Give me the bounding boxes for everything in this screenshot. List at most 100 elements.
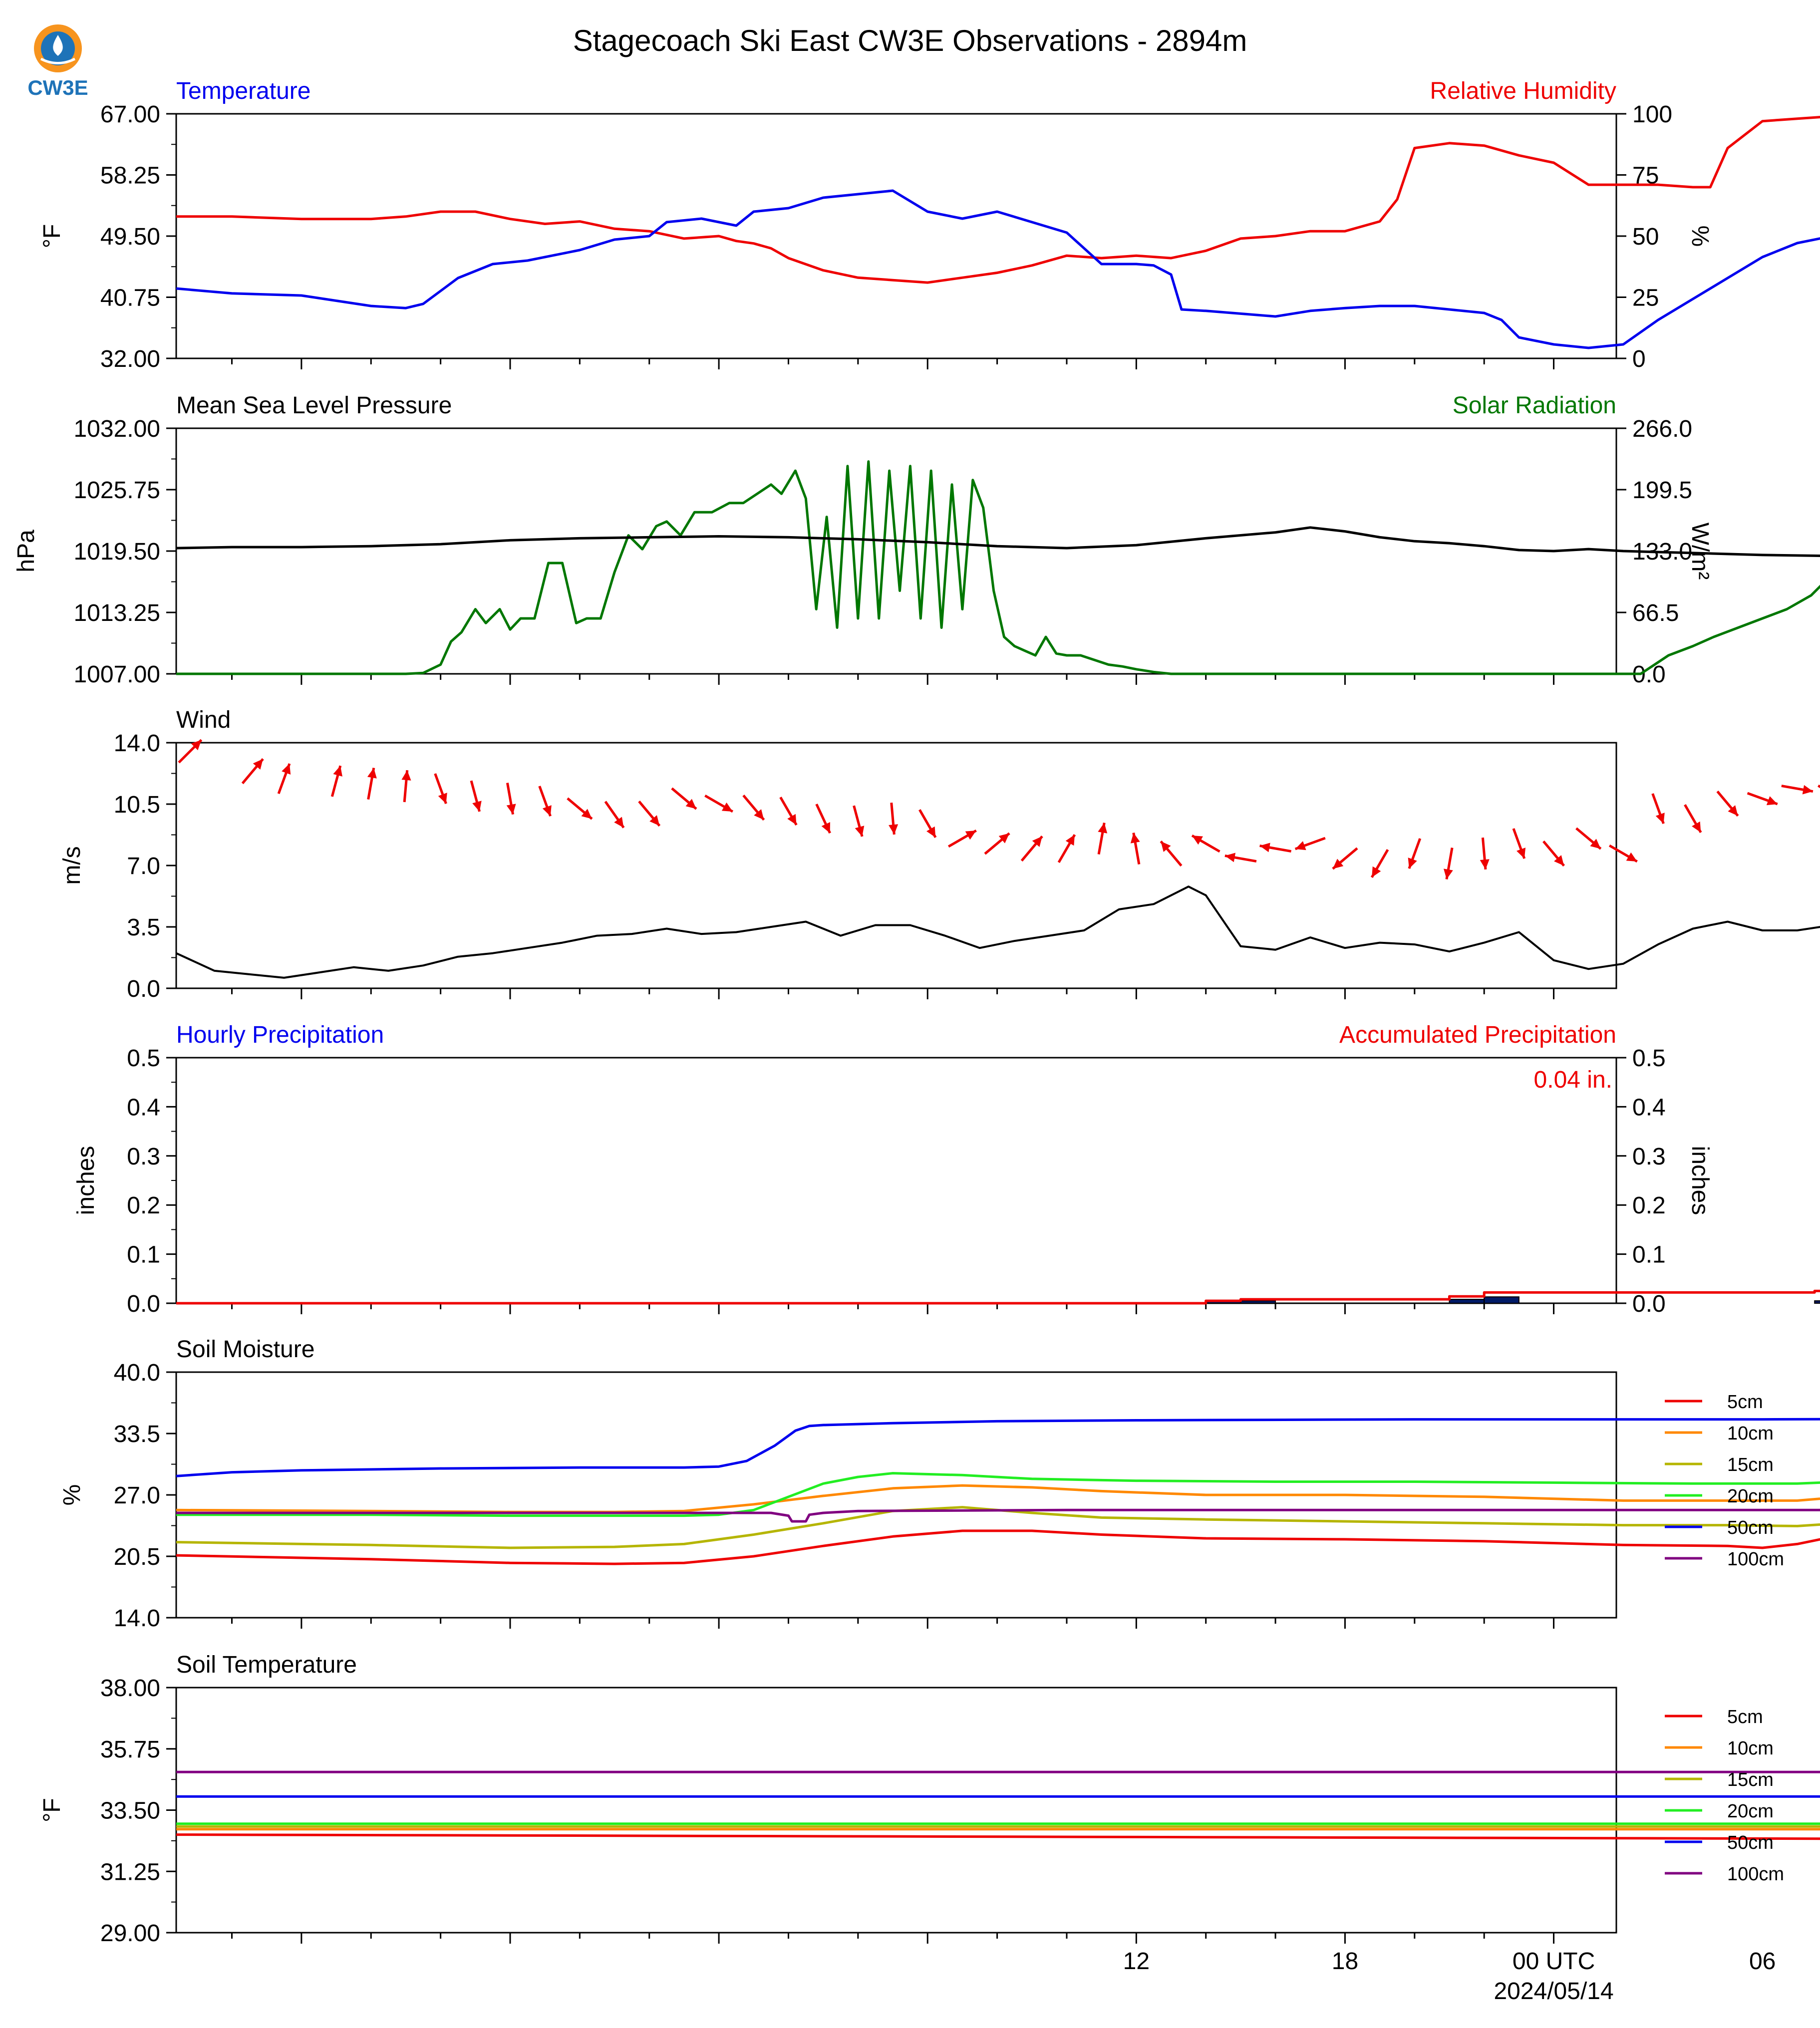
- y-axis-label: °F: [39, 224, 65, 249]
- wind-arrow-head: [685, 799, 696, 809]
- wind-arrow-icon: [1408, 838, 1422, 869]
- hourly-precip-bar: [1814, 1300, 1820, 1304]
- hourly-precip-bar: [1484, 1296, 1519, 1304]
- wind-arrow-icon: [1575, 827, 1602, 850]
- wind-arrow-head: [649, 815, 660, 826]
- soil-temperature-line-5cm: [176, 1833, 1820, 1840]
- wind-arrow-head: [438, 793, 447, 804]
- y-axis-label: m/s: [59, 846, 85, 884]
- legend-label: 20cm: [1727, 1486, 1774, 1507]
- wind-arrow-shaft: [1818, 784, 1820, 788]
- y-tick-label: 27.0: [114, 1482, 160, 1509]
- wind-arrow-head: [1098, 823, 1108, 834]
- wind-arrow-head: [926, 826, 936, 838]
- y-tick-label-right: 66.5: [1632, 600, 1679, 626]
- wind-arrow-icon: [1716, 790, 1739, 817]
- y-tick-label: 1025.75: [73, 477, 160, 504]
- wind-arrow-icon: [604, 801, 625, 829]
- logo-drop-icon: [53, 35, 63, 56]
- wind-arrow-head: [253, 759, 263, 770]
- y-tick-label: 1013.25: [73, 600, 160, 626]
- y-tick-label-right: 0.0: [1632, 1291, 1666, 1317]
- y-tick-label: 29.00: [100, 1920, 160, 1947]
- x-date-label: 2024/05/14: [1494, 1978, 1613, 2005]
- panel-title-left: Mean Sea Level Pressure: [176, 392, 452, 419]
- accumulated-precip-line: [176, 1289, 1820, 1305]
- wind-arrow-icon: [1480, 837, 1490, 870]
- wind-arrow-head: [1766, 796, 1778, 806]
- y-tick-label: 1007.00: [73, 661, 160, 688]
- y-tick-label: 14.0: [114, 1605, 160, 1632]
- y-axis-label: %: [59, 1484, 85, 1506]
- wind-arrow-head: [1802, 785, 1813, 795]
- wind-arrow-head: [1554, 855, 1564, 866]
- wind-arrow-head: [1065, 835, 1075, 846]
- wind-arrow-head: [754, 809, 764, 820]
- wind-arrow-head: [542, 805, 552, 817]
- y-tick-label: 0.5: [127, 1045, 160, 1072]
- wind-arrow-icon: [1020, 835, 1043, 862]
- wind-arrow-head: [581, 809, 592, 819]
- wind-arrow-head: [1224, 853, 1236, 863]
- y-tick-label-right: 0: [1632, 346, 1646, 372]
- wind-arrow-head: [1692, 821, 1701, 833]
- wind-arrow-head: [472, 801, 482, 812]
- wind-arrow-icon: [704, 794, 734, 813]
- y-tick-label: 40.75: [100, 285, 160, 311]
- wind-arrow-icon: [853, 805, 865, 837]
- sea-level-pressure-line: [176, 526, 1820, 557]
- wind-arrow-icon: [1512, 828, 1526, 859]
- wind-arrow-icon: [742, 794, 765, 821]
- y-tick-label: 3.5: [127, 914, 160, 941]
- y-tick-label-right: 0.1: [1632, 1242, 1666, 1268]
- y-tick-label-right: 25: [1632, 285, 1659, 311]
- wind-arrow-icon: [538, 786, 552, 817]
- soil-moisture-line-15cm: [176, 1506, 1820, 1549]
- wind-panel-frame: [175, 742, 1617, 989]
- y-tick-label: 33.50: [100, 1798, 160, 1824]
- wind-arrow-icon: [1370, 849, 1389, 878]
- y-tick-label-right: 0.4: [1632, 1094, 1666, 1121]
- soil-moisture-line-5cm: [176, 1529, 1820, 1565]
- wind-arrow-icon: [241, 758, 264, 785]
- y-tick-label: 14.0: [114, 730, 160, 757]
- y-tick-label-right: 50: [1632, 224, 1659, 250]
- legend-label: 5cm: [1727, 1392, 1763, 1413]
- wind-arrow-icon: [1160, 840, 1183, 867]
- y-tick-label: 0.4: [127, 1094, 160, 1121]
- wind-arrow-icon: [1608, 844, 1638, 863]
- y-axis-label-right: inches: [1687, 1146, 1713, 1215]
- wind-arrow-head: [1443, 869, 1453, 879]
- wind-arrow-icon: [1332, 847, 1358, 870]
- wind-arrow-head: [333, 766, 342, 777]
- x-tick-label: 06: [1749, 1948, 1776, 1975]
- wind-arrow-icon: [1443, 848, 1454, 879]
- wind-arrow-icon: [470, 780, 482, 812]
- hourly-precip-bar: [1240, 1300, 1276, 1304]
- wind-arrow-head: [506, 804, 516, 815]
- y-tick-label-right: 0.3: [1632, 1144, 1666, 1170]
- panel-title-left: Hourly Precipitation: [176, 1022, 384, 1048]
- wind-arrow-head: [1161, 841, 1171, 852]
- wind-arrow-head: [1480, 859, 1490, 869]
- wind-panel: 14.0 10.5 7.0 3.5 0.0 Wind m/s: [59, 707, 1820, 1002]
- wind-arrow-icon: [1651, 793, 1665, 824]
- legend-label: 20cm: [1727, 1801, 1774, 1822]
- panel-title-left: Soil Temperature: [176, 1652, 357, 1678]
- wind-arrow-head: [787, 814, 797, 825]
- legend-label: 50cm: [1727, 1832, 1774, 1853]
- soil-moisture-line-10cm: [176, 1484, 1820, 1513]
- wind-arrow-head: [1130, 833, 1140, 844]
- panel-title-left: Wind: [176, 707, 231, 733]
- wind-arrow-head: [821, 822, 830, 834]
- solar-radiation-line: [176, 460, 1820, 675]
- wind-arrow-head: [1728, 805, 1738, 816]
- pressure-panel: 1032.00 1025.75 1019.50 1013.25 1007.00 266.0…: [13, 392, 1820, 688]
- wind-arrow-icon: [984, 832, 1010, 855]
- wind-arrow-icon: [671, 787, 697, 810]
- wind-arrow-head: [1332, 859, 1344, 869]
- y-tick-label: 31.25: [100, 1859, 160, 1885]
- wind-arrow-head: [401, 770, 411, 781]
- y-tick-label: 49.50: [100, 224, 160, 250]
